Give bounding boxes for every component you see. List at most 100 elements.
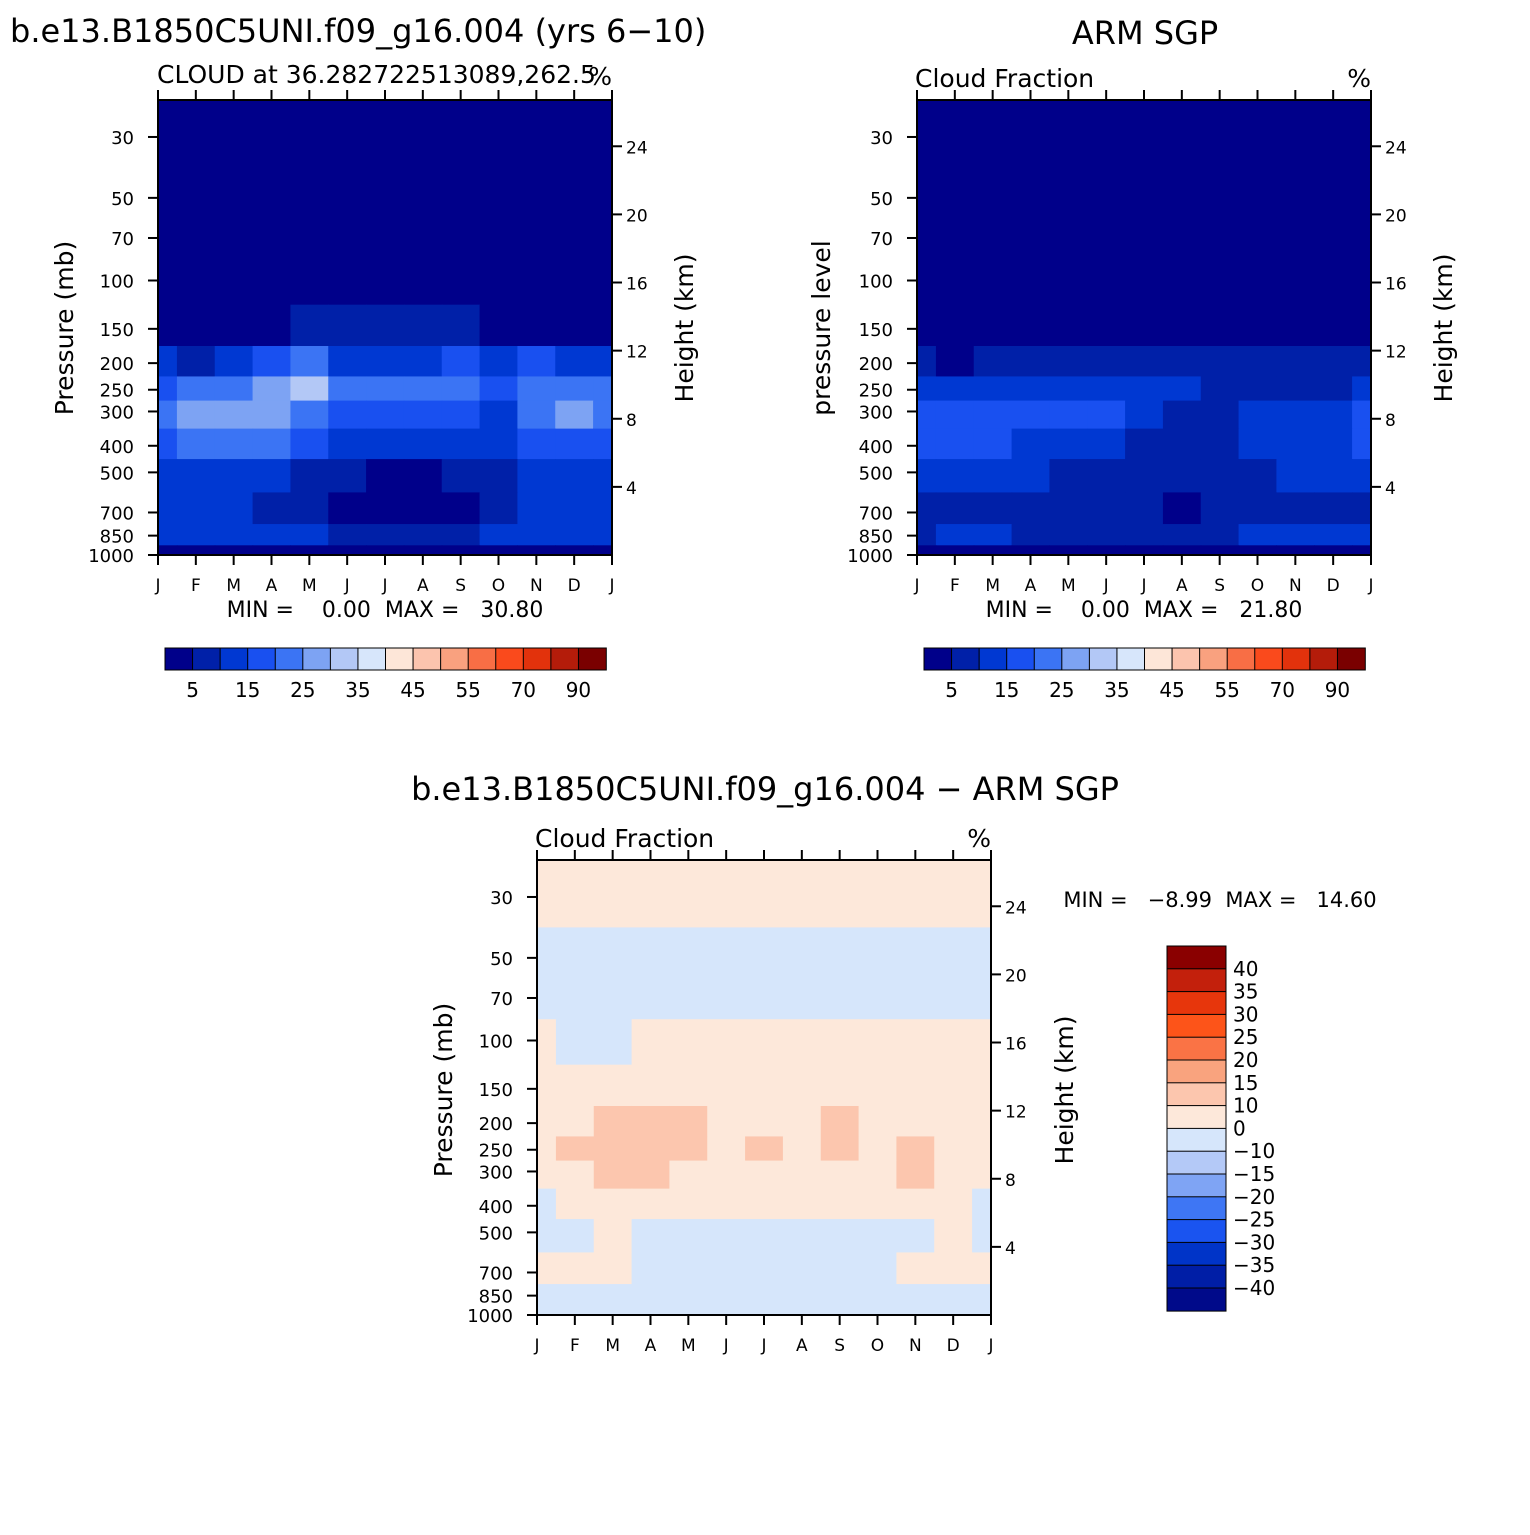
field-cell: [290, 100, 329, 169]
field-cell: [1352, 376, 1372, 402]
y-tick-label: 700: [100, 503, 134, 524]
colorbar-swatch: [357, 647, 387, 671]
field-cell: [537, 1019, 557, 1066]
field-cell: [973, 459, 1013, 494]
field-cell: [669, 1019, 708, 1066]
field-cell: [1314, 217, 1353, 260]
field-cell: [290, 376, 329, 402]
field-cell: [972, 927, 992, 979]
field-cell: [366, 545, 405, 556]
x-tick-label: M: [985, 576, 1000, 596]
field-cell: [555, 1188, 595, 1220]
panel-model: b.e13.B1850C5UNI.f09_g16.004 (yrs 6−10) …: [10, 12, 706, 623]
y-tick-label: 400: [479, 1197, 513, 1218]
y-tick-label: 150: [100, 320, 134, 341]
colorbar-swatch: [164, 647, 194, 671]
field-cell: [252, 304, 292, 347]
field-cell: [537, 1252, 557, 1285]
y-tick-label: 30: [870, 128, 893, 149]
field-cell: [1276, 492, 1315, 525]
field-cell: [669, 977, 708, 1020]
field-cell: [896, 977, 935, 1020]
field-cell: [441, 376, 481, 402]
field-cell: [1276, 376, 1315, 402]
field-cell: [973, 376, 1013, 402]
field-cell: [631, 1160, 671, 1190]
field-cell: [745, 1136, 784, 1162]
field-cell: [1125, 217, 1164, 260]
field-cell: [745, 977, 784, 1020]
field-cell: [1276, 545, 1315, 556]
field-cell: [1276, 428, 1315, 460]
field-cell: [896, 1284, 935, 1306]
field-cell: [479, 167, 519, 219]
field-cell: [707, 1019, 746, 1066]
field-cell: [479, 100, 519, 169]
field-cell: [537, 1105, 557, 1138]
field-cell: [290, 259, 329, 306]
field-cell: [973, 167, 1013, 219]
field-cell: [1238, 304, 1278, 347]
panel-title: ARM SGP: [1072, 14, 1218, 52]
field-cell: [555, 1136, 595, 1162]
colorbar-swatch: [1088, 647, 1118, 671]
y-tick-right-label: 20: [1005, 966, 1027, 986]
field-cell: [403, 492, 443, 525]
colorbar-swatch: [274, 647, 304, 671]
contour-field: [158, 100, 613, 556]
field-cell: [858, 1305, 898, 1316]
field-cell: [328, 304, 367, 347]
field-cell: [1276, 100, 1315, 169]
field-cell: [1162, 304, 1202, 347]
field-cell: [745, 1019, 784, 1066]
y-axis-label: Pressure (mb): [50, 241, 79, 415]
field-cell: [555, 860, 595, 929]
y-tick-label: 850: [859, 527, 893, 548]
field-cell: [479, 217, 519, 260]
field-cell: [935, 524, 975, 546]
field-cell: [707, 1305, 746, 1316]
field-cell: [934, 1019, 973, 1066]
field-cell: [214, 492, 254, 525]
y-tick-label: 100: [100, 272, 134, 293]
panel-obs: ARM SGP Cloud Fraction % J F M A M J J A S O N D J 30…: [807, 14, 1458, 623]
field-cell: [745, 1252, 784, 1285]
field-cell: [158, 492, 178, 525]
field-cell: [366, 459, 405, 494]
colorbar-label: 30: [1233, 1002, 1258, 1026]
colorbar-swatch: [1166, 991, 1227, 1016]
field-cell: [917, 459, 937, 494]
colorbar-label: 15: [235, 678, 260, 702]
field-cell: [782, 1105, 822, 1138]
field-cell: [1011, 428, 1051, 460]
field-cell: [896, 1305, 935, 1316]
field-cell: [403, 400, 443, 430]
field-cell: [858, 927, 898, 979]
field-cell: [631, 1064, 671, 1107]
field-cell: [1162, 100, 1202, 169]
x-tick-label: J: [381, 576, 387, 596]
x-tick-label: F: [191, 576, 201, 596]
colorbar-label: 25: [1233, 1025, 1258, 1049]
contour-field: [537, 860, 992, 1316]
colorbar-label: 45: [400, 678, 425, 702]
field-cell: [858, 1105, 898, 1138]
field-cell: [1238, 524, 1278, 546]
field-cell: [441, 428, 481, 460]
x-tick-label: J: [1367, 576, 1373, 596]
field-cell: [935, 428, 975, 460]
colorbar-swatch: [1006, 647, 1036, 671]
field-cell: [537, 1305, 557, 1316]
field-cell: [745, 1219, 784, 1254]
field-cell: [1162, 459, 1202, 494]
field-cell: [896, 1219, 935, 1254]
field-cell: [972, 977, 992, 1020]
panel-subtitle-right: %: [967, 824, 991, 853]
field-cell: [935, 459, 975, 494]
field-cell: [366, 167, 405, 219]
field-cell: [176, 400, 216, 430]
colorbar-swatch: [1226, 647, 1256, 671]
colorbar-label: 5: [186, 678, 199, 702]
field-cell: [517, 524, 556, 546]
field-cell: [858, 1188, 898, 1220]
